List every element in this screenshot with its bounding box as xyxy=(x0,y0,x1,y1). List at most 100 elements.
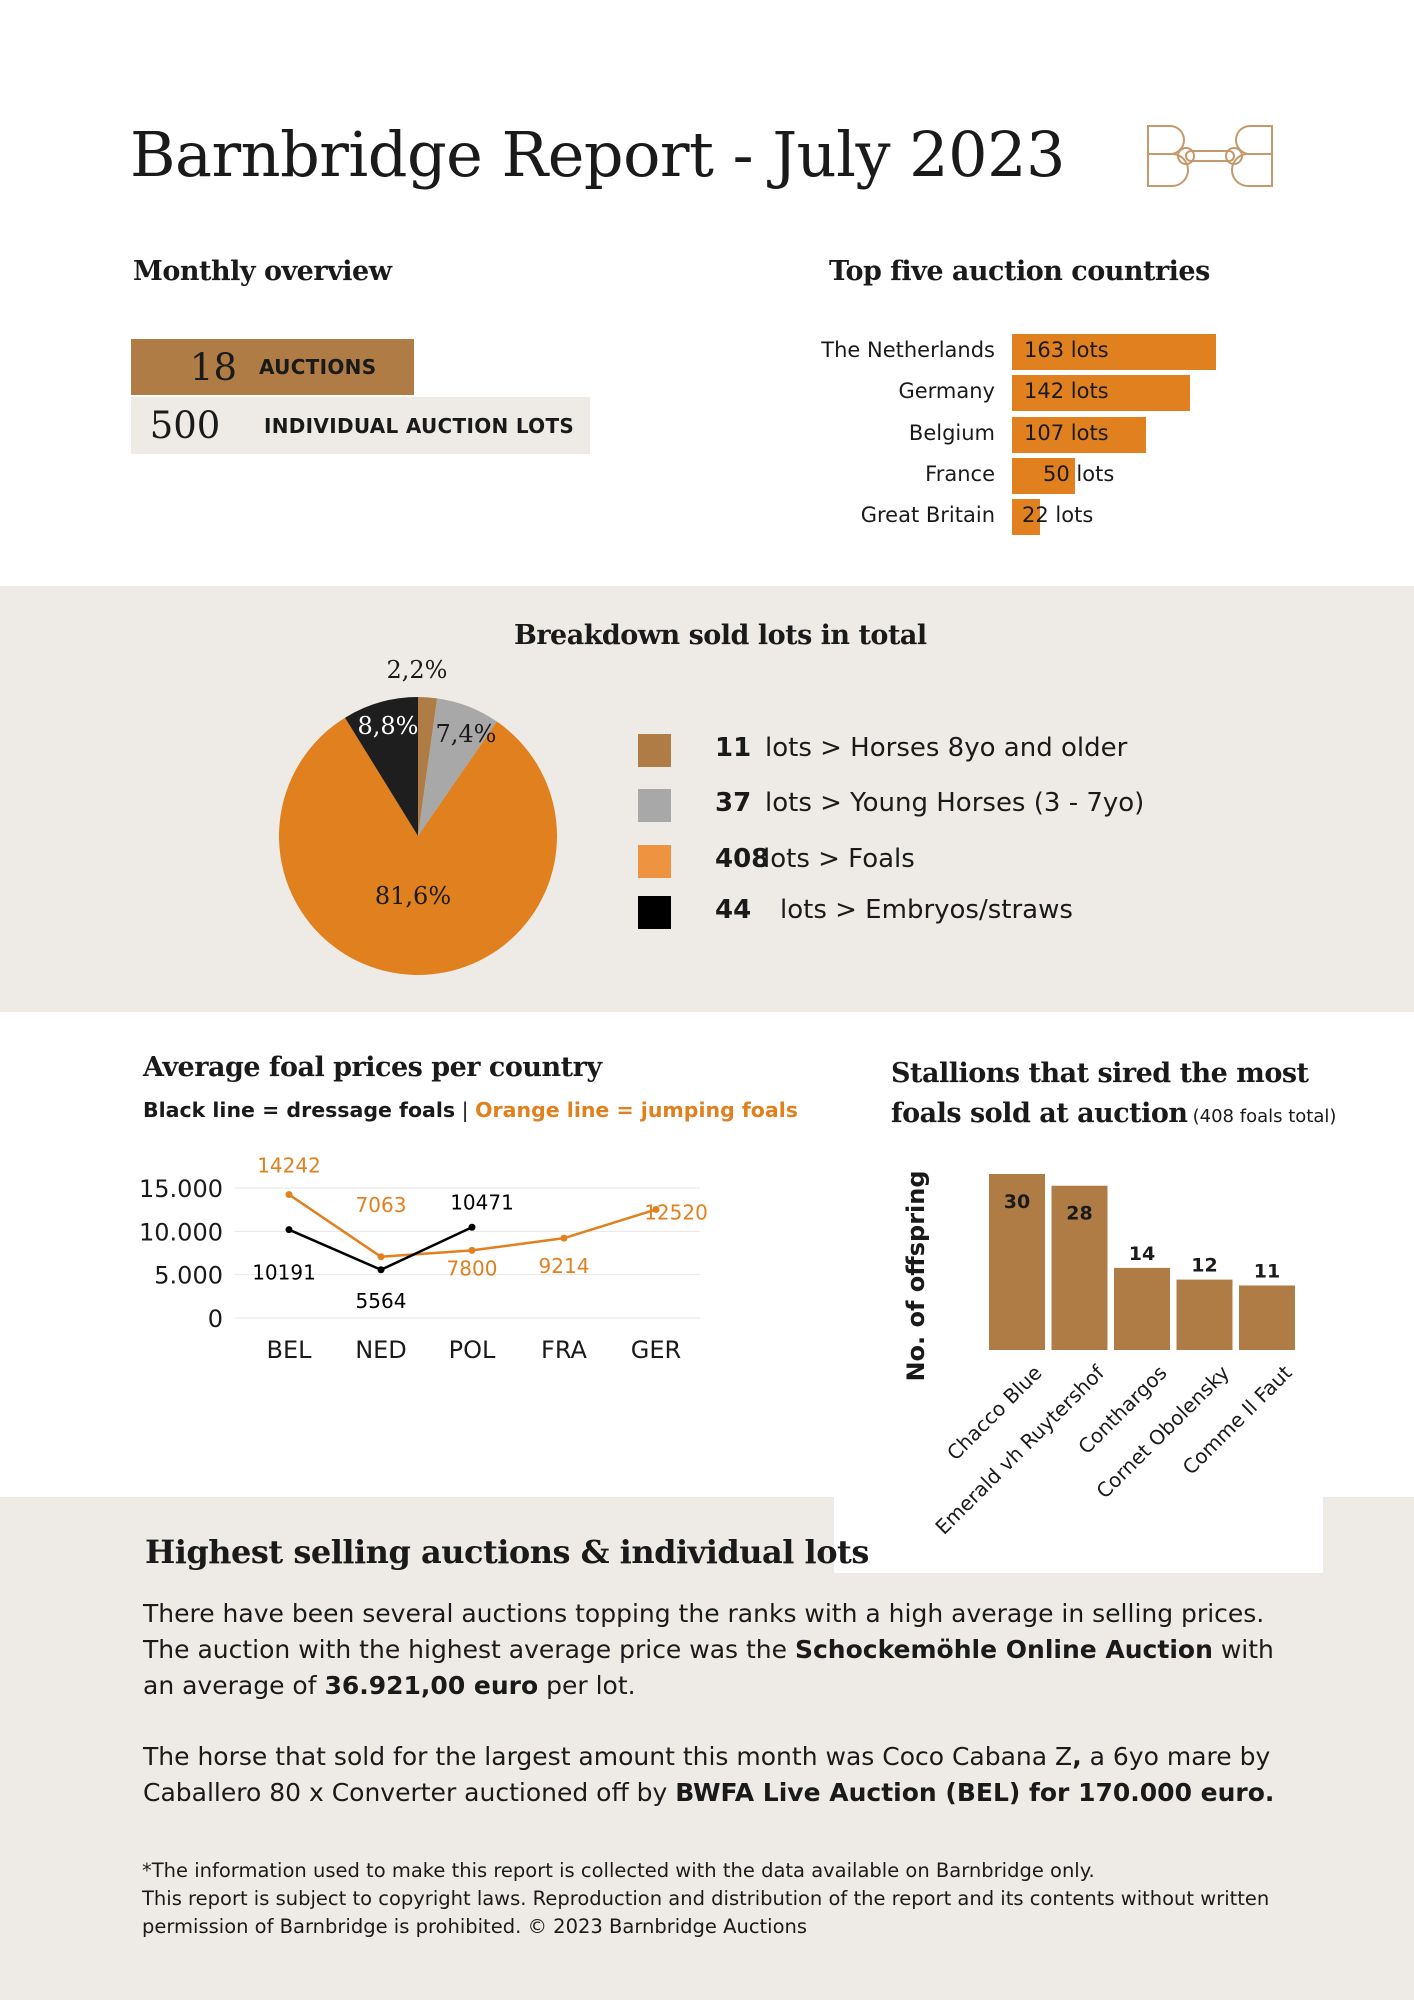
country-name: Germany xyxy=(898,379,995,404)
data-label: 12520 xyxy=(644,1200,708,1224)
stallion-name-label: Comme Il Faut xyxy=(1178,1360,1297,1479)
legend-label: lots > Young Horses (3 - 7yo) xyxy=(765,788,1145,818)
country-bar xyxy=(1012,375,1190,412)
lots-count: 500 xyxy=(149,404,221,447)
stallions-heading-line2-wrap: foals sold at auction (408 foals total) xyxy=(891,1098,1336,1129)
p2-text-c: a 6yo mare by Caballero 80 x Converter a… xyxy=(143,1742,1271,1807)
breakdown-band xyxy=(0,586,1414,1012)
x-tick-label: FRA xyxy=(541,1336,588,1364)
lots-label: INDIVIDUAL AUCTION LOTS xyxy=(264,413,575,438)
x-tick-label: POL xyxy=(449,1336,496,1364)
foal-prices-line-chart: 15.000 10.000 5.000 0 BEL NED POL FRA GER 14242 70… xyxy=(139,1154,708,1364)
stallion-bar xyxy=(1051,1185,1108,1350)
data-point xyxy=(285,1226,293,1234)
pie-slice xyxy=(345,697,418,836)
country-value-label: 22 lots xyxy=(1022,503,1094,528)
legend-swatch xyxy=(638,734,671,767)
p1-text-e: per lot. xyxy=(538,1671,636,1700)
highlights-heading: Highest selling auctions & individual lo… xyxy=(145,1533,869,1571)
lots-stat: 500 INDIVIDUAL AUCTION LOTS xyxy=(131,397,590,454)
chart-overlap-panel xyxy=(834,1497,1323,1573)
stallion-bar xyxy=(1114,1267,1170,1350)
legend-swatch xyxy=(638,845,671,878)
stallion-bar xyxy=(989,1174,1045,1350)
y-tick-label: 15.000 xyxy=(139,1175,223,1203)
monthly-overview-heading: Monthly overview xyxy=(133,256,392,287)
pie-label: 8,8% xyxy=(358,712,419,740)
p1-text-c: with an average of xyxy=(143,1635,1274,1700)
y-tick-label: 0 xyxy=(208,1305,223,1333)
legend-swatch xyxy=(638,789,671,822)
barnbridge-logo xyxy=(1147,125,1273,187)
x-tick-label: BEL xyxy=(267,1336,313,1364)
legend-label: lots > Embryos/straws xyxy=(780,895,1073,925)
bar-value-label: 28 xyxy=(1066,1203,1092,1225)
bar-value-label: 30 xyxy=(1004,1191,1030,1213)
auctions-count: 18 xyxy=(189,345,237,389)
x-tick-label: NED xyxy=(355,1336,407,1364)
stallion-bar xyxy=(1239,1285,1295,1350)
country-name: France xyxy=(925,461,995,486)
stallion-bar xyxy=(1176,1279,1233,1350)
country-name: Great Britain xyxy=(860,503,995,528)
country-name: Belgium xyxy=(908,420,995,445)
data-label: 5564 xyxy=(356,1289,407,1313)
data-point xyxy=(377,1253,385,1261)
data-label: 10471 xyxy=(450,1190,514,1214)
p2-comma: , xyxy=(1072,1742,1082,1771)
stallions-heading-line2: foals sold at auction xyxy=(891,1098,1188,1129)
breakdown-pie-chart: 2,2% 7,4% 81,6% 8,8% xyxy=(279,656,557,975)
dressage-legend: Black line = dressage foals xyxy=(143,1098,456,1122)
data-point xyxy=(652,1205,660,1213)
legend-label: lots > Foals xyxy=(763,844,915,874)
country-bar xyxy=(1012,499,1040,536)
legend-separator: | xyxy=(461,1098,469,1122)
bar-value-label: 11 xyxy=(1254,1260,1280,1282)
legend-swatch xyxy=(638,896,671,929)
data-label: 14242 xyxy=(257,1154,321,1178)
country-bar xyxy=(1012,334,1216,370)
pie-label: 2,2% xyxy=(387,656,448,684)
average-price: 36.921,00 euro xyxy=(324,1671,539,1700)
auction-average-paragraph: There have been several auctions topping… xyxy=(143,1596,1283,1704)
p2-text-a: The horse that sold for the largest amou… xyxy=(143,1742,1073,1771)
data-label: 10191 xyxy=(252,1261,316,1285)
stallions-total-note: (408 foals total) xyxy=(1192,1106,1337,1127)
pie-slice xyxy=(418,698,497,836)
auctions-stat: 18 AUCTIONS xyxy=(131,339,414,395)
y-axis-label: No. of offspring xyxy=(902,1170,930,1381)
jumping-legend: Orange line = jumping foals xyxy=(475,1098,798,1122)
legend-count: 44 xyxy=(715,895,752,925)
p1-text-a: There have been several auctions topping… xyxy=(143,1599,1265,1664)
foal-prices-subtitle: Black line = dressage foals | Orange lin… xyxy=(143,1098,798,1122)
foal-prices-heading: Average foal prices per country xyxy=(143,1052,602,1083)
data-label: 7800 xyxy=(447,1256,498,1280)
legend-count: 37 xyxy=(715,788,752,818)
legend-count: 11 xyxy=(715,733,752,763)
top-auction-name: Schockemöhle Online Auction xyxy=(794,1635,1213,1664)
pie-slice xyxy=(279,717,557,975)
pie-slice xyxy=(418,697,438,836)
breakdown-heading: Breakdown sold lots in total xyxy=(514,620,927,651)
auctions-label: AUCTIONS xyxy=(259,355,377,379)
data-point xyxy=(377,1266,385,1274)
data-point xyxy=(468,1223,476,1231)
country-value-label: 107 lots xyxy=(1024,420,1109,445)
data-label: 9214 xyxy=(539,1254,590,1278)
country-value-label: 163 lots xyxy=(1024,338,1109,362)
top-sale-auction: BWFA Live Auction (BEL) for 170.000 euro… xyxy=(675,1778,1275,1807)
country-bar xyxy=(1012,416,1146,453)
top-countries-heading: Top five auction countries xyxy=(829,256,1210,287)
source-note: *The information used to make this repor… xyxy=(142,1859,1095,1882)
x-tick-label: GER xyxy=(631,1336,681,1364)
country-value-label: 50 lots xyxy=(1043,461,1115,486)
bar-value-label: 12 xyxy=(1191,1255,1217,1277)
series-line xyxy=(288,1226,473,1272)
data-point xyxy=(560,1234,568,1242)
pie-label: 81,6% xyxy=(375,882,451,910)
data-label: 7063 xyxy=(356,1193,407,1217)
legend-label: lots > Horses 8yo and older xyxy=(765,733,1128,763)
highlights-band xyxy=(0,1497,1414,2000)
country-bar xyxy=(1012,457,1075,494)
